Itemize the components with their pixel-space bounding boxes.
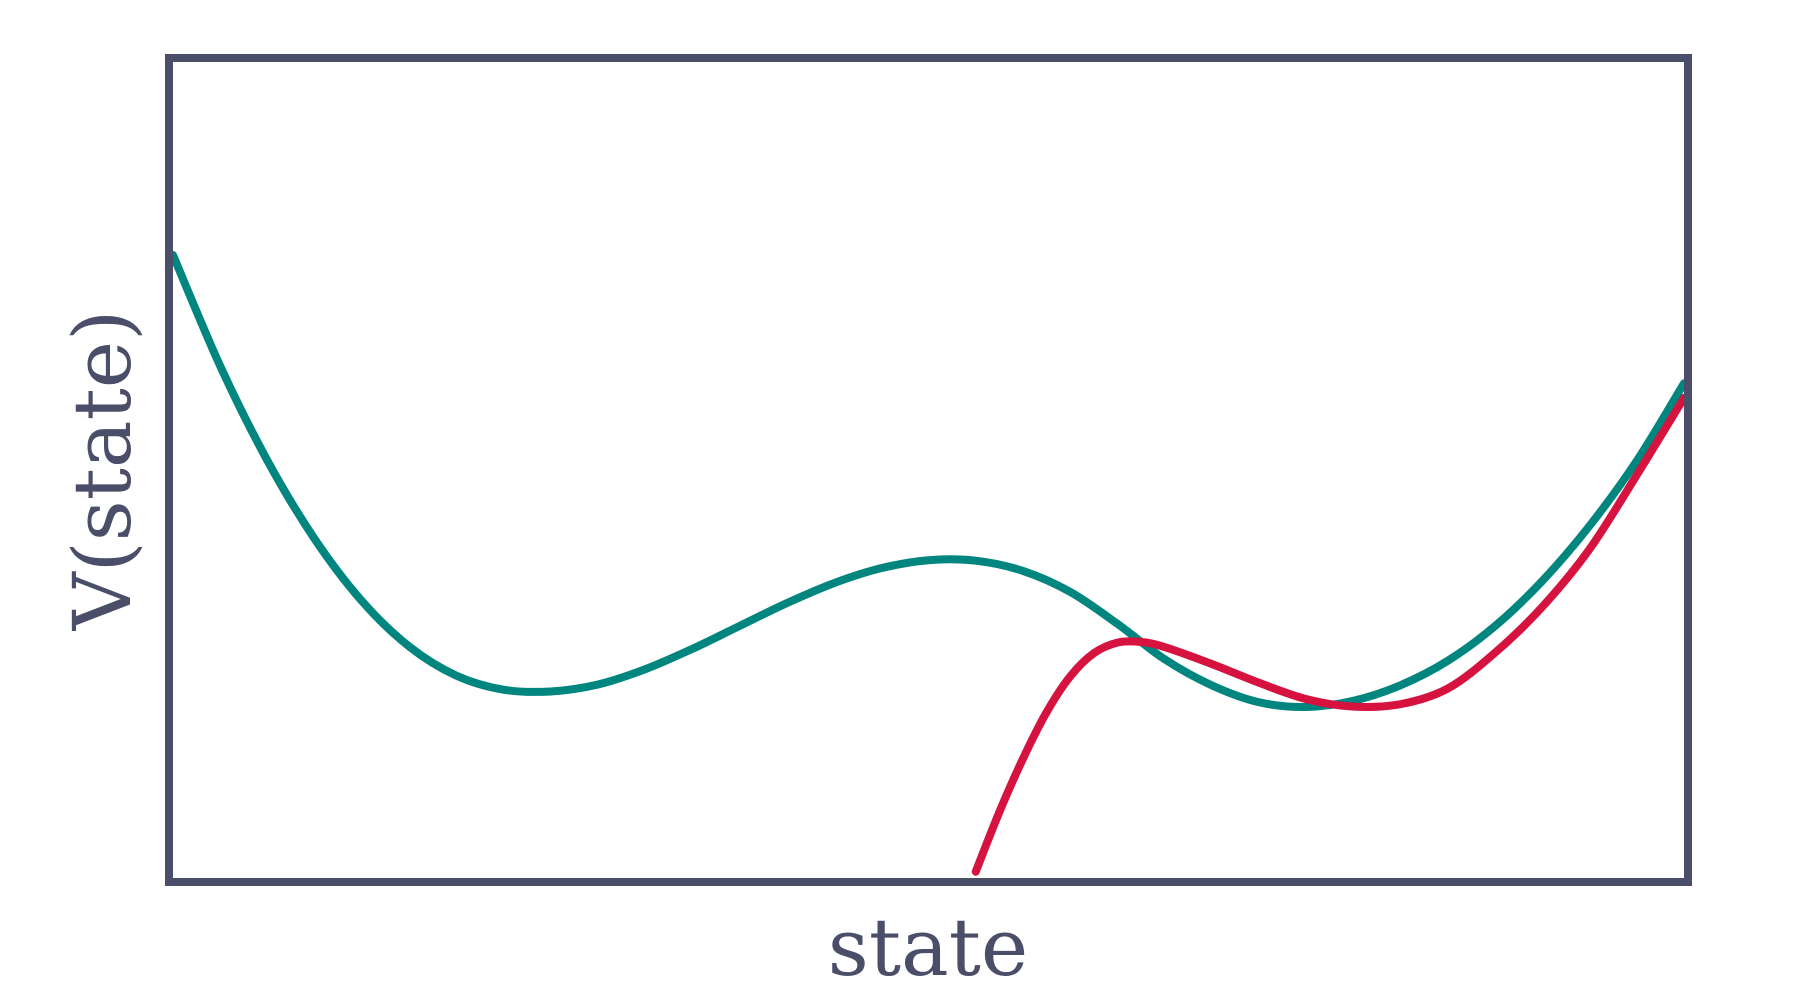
teal-potential-line [169,251,1688,711]
y-axis-label: V(state) [56,310,149,632]
red-potential-line [971,393,1688,876]
x-axis-label: state [828,901,1028,994]
series-group [169,251,1688,876]
plot-frame [165,54,1692,886]
